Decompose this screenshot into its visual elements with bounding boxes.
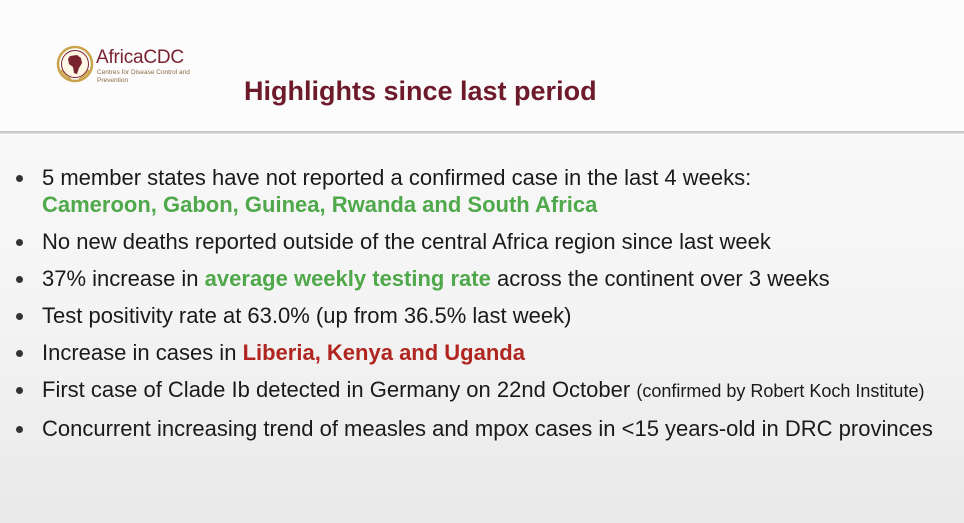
list-item: 5 member states have not reported a conf… bbox=[0, 164, 964, 218]
bullet-highlight: average weekly testing rate bbox=[205, 266, 491, 291]
bullet-dot-icon bbox=[16, 175, 23, 182]
slide-title: Highlights since last period bbox=[244, 76, 597, 107]
bullet-suffix: across the continent over 3 weeks bbox=[497, 266, 830, 291]
bullet-dot-icon bbox=[16, 426, 23, 433]
list-item: Increase in cases in Liberia, Kenya and … bbox=[0, 339, 964, 366]
list-item: First case of Clade Ib detected in Germa… bbox=[0, 376, 964, 405]
bullet-text: First case of Clade Ib detected in Germa… bbox=[42, 377, 630, 402]
bullet-text: 5 member states have not reported a conf… bbox=[42, 165, 751, 190]
bullet-highlight: Cameroon, Gabon, Guinea, Rwanda and Sout… bbox=[42, 192, 597, 217]
bullet-text: Concurrent increasing trend of measles a… bbox=[42, 416, 933, 441]
bullet-text: No new deaths reported outside of the ce… bbox=[42, 229, 771, 254]
list-item: Test positivity rate at 63.0% (up from 3… bbox=[0, 302, 964, 329]
logo-name: AfricaCDC bbox=[96, 47, 184, 69]
bullet-dot-icon bbox=[16, 276, 23, 283]
bullet-prefix: 37% increase in bbox=[42, 266, 199, 291]
highlights-list: 5 member states have not reported a conf… bbox=[0, 164, 964, 452]
bullet-prefix: Increase in cases in bbox=[42, 340, 236, 365]
bullet-text: Test positivity rate at 63.0% (up from 3… bbox=[42, 303, 571, 328]
header-divider bbox=[0, 131, 964, 134]
list-item: Concurrent increasing trend of measles a… bbox=[0, 415, 964, 442]
bullet-highlight: Liberia, Kenya and Uganda bbox=[243, 340, 525, 365]
list-item: 37% increase in average weekly testing r… bbox=[0, 265, 964, 292]
slide-header: AfricaCDC Centres for Disease Control an… bbox=[0, 0, 964, 133]
africa-cdc-emblem-icon bbox=[55, 44, 95, 84]
logo-subtitle: Centres for Disease Control and Preventi… bbox=[97, 69, 207, 84]
bullet-dot-icon bbox=[16, 239, 23, 246]
bullet-note: (confirmed by Robert Koch Institute) bbox=[636, 381, 924, 401]
africa-cdc-logo: AfricaCDC Centres for Disease Control an… bbox=[55, 44, 215, 84]
bullet-dot-icon bbox=[16, 350, 23, 357]
bullet-dot-icon bbox=[16, 387, 23, 394]
bullet-dot-icon bbox=[16, 313, 23, 320]
list-item: No new deaths reported outside of the ce… bbox=[0, 228, 964, 255]
